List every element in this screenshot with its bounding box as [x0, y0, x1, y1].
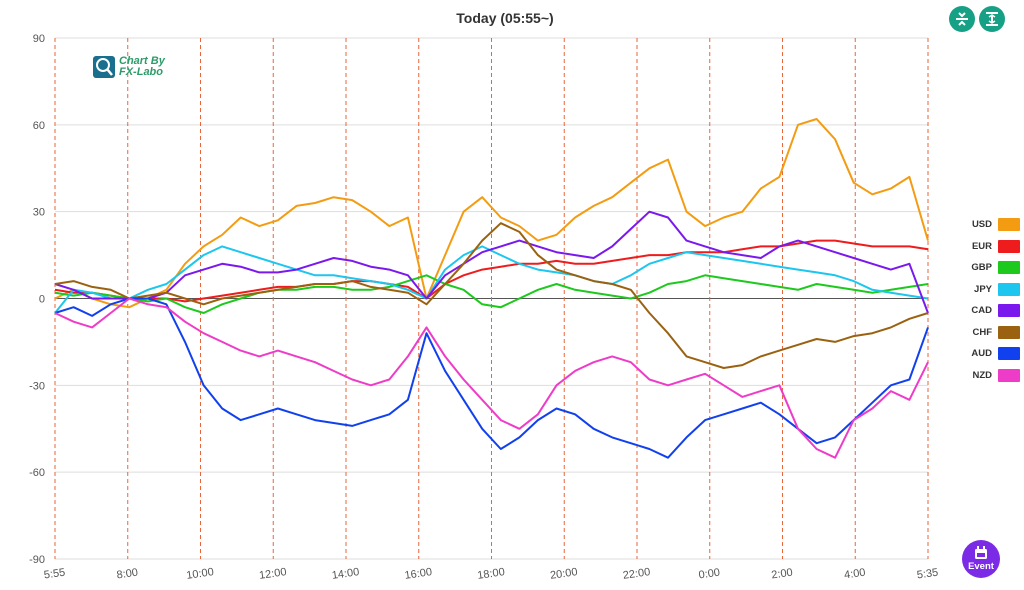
legend-item-usd[interactable]: USD [940, 214, 1020, 236]
legend-swatch [998, 218, 1020, 232]
legend-swatch [998, 347, 1020, 361]
x-tick-label: 16:00 [404, 566, 433, 582]
y-tick-label: 0 [39, 294, 45, 306]
y-tick-label: 30 [33, 207, 45, 219]
legend-label: USD [971, 219, 992, 231]
y-tick-label: -90 [29, 554, 45, 566]
legend-item-aud[interactable]: AUD [940, 343, 1020, 365]
event-button[interactable]: Event [962, 540, 1000, 578]
x-tick-label: 12:00 [258, 566, 287, 582]
x-tick-label: 5:55 [43, 567, 66, 582]
series-line-chf [54, 222, 929, 369]
expand-vertical-icon [986, 12, 998, 26]
legend-label: AUD [971, 348, 992, 360]
x-tick-label: 20:00 [549, 566, 578, 582]
x-tick-label: 10:00 [186, 566, 215, 582]
legend-item-eur[interactable]: EUR [940, 236, 1020, 258]
series-line-cad [54, 210, 929, 314]
y-tick-label: -60 [29, 467, 45, 479]
series-line-usd [54, 118, 929, 309]
x-tick-label: 0:00 [698, 567, 721, 582]
compress-vertical-button[interactable] [949, 6, 975, 32]
expand-vertical-button[interactable] [979, 6, 1005, 32]
x-tick-label: 18:00 [477, 566, 506, 582]
x-tick-label: 5:35 [916, 567, 939, 582]
series-line-aud [54, 297, 929, 459]
legend-swatch [998, 368, 1020, 382]
legend-item-gbp[interactable]: GBP [940, 257, 1020, 279]
legend-item-cad[interactable]: CAD [940, 300, 1020, 322]
y-tick-label: 90 [33, 33, 45, 45]
legend-label: EUR [971, 240, 992, 252]
legend-label: JPY [974, 283, 992, 295]
x-tick-label: 22:00 [622, 566, 651, 582]
legend-label: NZD [972, 369, 992, 381]
y-tick-label: 60 [33, 120, 45, 132]
y-tick-label: -30 [29, 380, 45, 392]
legend-label: CHF [972, 326, 992, 338]
event-label: Event [968, 561, 994, 572]
legend-swatch [998, 325, 1020, 339]
legend-swatch [998, 261, 1020, 275]
x-tick-label: 8:00 [116, 567, 139, 582]
compress-vertical-icon [956, 12, 968, 26]
logo-line-1: Chart By [119, 55, 165, 67]
magnifier-logo-icon [93, 56, 115, 78]
series-line-gbp [54, 274, 929, 314]
legend-item-chf[interactable]: CHF [940, 322, 1020, 344]
chart-logo: Chart By FX-Labo [93, 56, 165, 78]
legend-swatch [998, 239, 1020, 253]
legend-swatch [998, 282, 1020, 296]
series-line-jpy [54, 245, 929, 314]
x-tick-label: 4:00 [843, 567, 866, 582]
x-tick-label: 14:00 [331, 566, 360, 582]
chart-legend: USD EUR GBP JPY CAD CHF AUD NZD [940, 214, 1020, 386]
x-tick-label: 2:00 [771, 567, 794, 582]
legend-item-nzd[interactable]: NZD [940, 365, 1020, 387]
logo-line-2: FX-Labo [119, 66, 163, 78]
logo-text: Chart By FX-Labo [119, 56, 165, 78]
legend-label: CAD [971, 305, 992, 317]
series-line-nzd [54, 297, 929, 459]
calendar-icon [975, 546, 987, 559]
legend-item-jpy[interactable]: JPY [940, 279, 1020, 301]
legend-label: GBP [971, 262, 992, 274]
legend-swatch [998, 304, 1020, 318]
chart-title: Today (05:55~) [456, 10, 554, 26]
series-layer [54, 118, 929, 459]
tick-layer: 90 60 30 0 -30 -60 -905:55 8:00 10:00 12:00 14:00 1… [29, 33, 939, 582]
